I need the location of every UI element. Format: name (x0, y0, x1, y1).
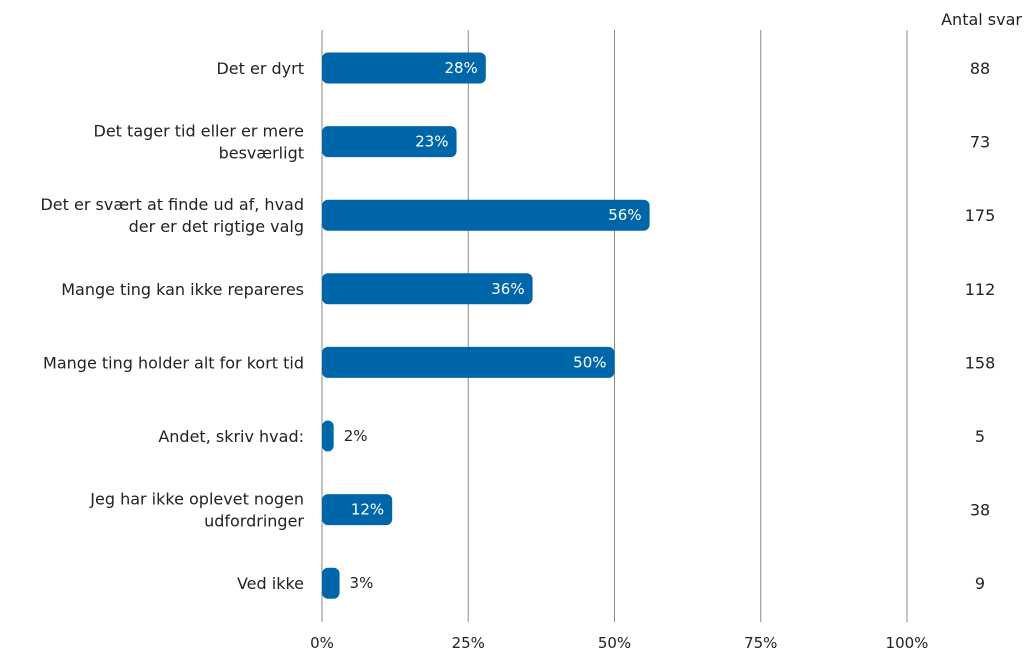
x-tick-label: 25% (452, 634, 485, 652)
bar (322, 420, 334, 452)
category-label: Ved ikke (237, 574, 304, 593)
bar (322, 567, 340, 599)
count-value: 38 (970, 501, 990, 520)
gridlines (321, 30, 908, 622)
category-label: Det er svært at finde ud af, hvad der er … (40, 195, 304, 236)
category-label: Det tager tid eller er mere besværligt (94, 122, 304, 163)
category-label: Det er dyrt (216, 59, 304, 78)
count-value: 9 (975, 574, 985, 593)
category-label: Jeg har ikke oplevet nogen udfordringer (89, 490, 304, 531)
data-label: 23% (415, 133, 448, 151)
bars: 28% 23% 56% 36% 50% 2% 12% 3% (322, 52, 650, 599)
bar (322, 126, 457, 158)
count-value: 175 (965, 206, 996, 225)
category-label: Mange ting holder alt for kort tid (43, 353, 304, 372)
count-value: 73 (970, 133, 990, 152)
bar (322, 52, 486, 84)
bar (322, 494, 393, 526)
data-label: 2% (344, 427, 368, 445)
category-label: Mange ting kan ikke repareres (61, 280, 304, 299)
count-column: 88 73 175 112 158 5 38 9 (965, 59, 996, 593)
data-label: 28% (444, 59, 477, 77)
data-label: 50% (573, 353, 606, 371)
x-tick-label: 100% (886, 634, 929, 652)
count-value: 5 (975, 427, 985, 446)
bar (322, 346, 615, 378)
data-label: 12% (351, 501, 384, 519)
x-tick-label: 0% (310, 634, 334, 652)
count-value: 158 (965, 353, 996, 372)
count-value: 88 (970, 59, 990, 78)
x-axis-ticks: 0% 25% 50% 75% 100% (310, 634, 928, 652)
bar (322, 273, 533, 305)
counts-header: Antal svar (941, 10, 1022, 29)
category-labels: Det er dyrt Det tager tid eller er mere be… (40, 59, 304, 593)
category-label: Andet, skriv hvad: (158, 427, 304, 446)
x-tick-label: 50% (598, 634, 631, 652)
data-label: 3% (350, 574, 374, 592)
data-label: 36% (491, 280, 524, 298)
bar (322, 199, 650, 231)
count-value: 112 (965, 280, 996, 299)
data-label: 56% (608, 206, 641, 224)
x-tick-label: 75% (744, 634, 777, 652)
